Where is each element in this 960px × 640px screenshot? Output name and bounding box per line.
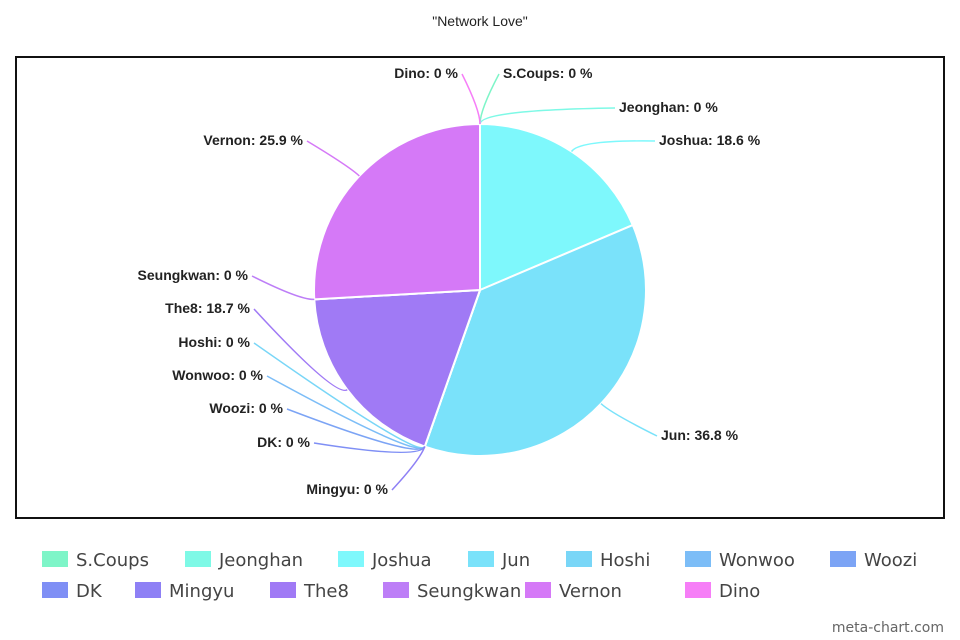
legend-label: Mingyu: [169, 581, 234, 602]
data-label: Jeonghan: 0 %: [619, 99, 718, 115]
chart-title: "Network Love": [432, 13, 528, 29]
legend-swatch: [830, 551, 856, 567]
legend-swatch: [42, 551, 68, 567]
legend-label: The8: [303, 581, 349, 602]
data-label: Joshua: 18.6 %: [659, 132, 761, 148]
leader-line: [286, 408, 426, 450]
legend-swatch: [685, 582, 711, 598]
legend-label: Woozi: [864, 550, 917, 571]
legend: S.Coups Jeonghan Joshua Jun Hoshi Wonwoo Woozi…: [42, 550, 917, 602]
legend-label: Wonwoo: [719, 550, 795, 571]
data-label: Woozi: 0 %: [209, 400, 283, 416]
data-label: Hoshi: 0 %: [178, 334, 250, 350]
legend-label: S.Coups: [76, 550, 149, 571]
pie-slice: [313, 288, 482, 448]
leader-line: [570, 140, 656, 153]
legend-label: Hoshi: [600, 550, 650, 571]
legend-label: Joshua: [371, 550, 432, 571]
leader-line: [391, 446, 426, 491]
data-label: Mingyu: 0 %: [306, 481, 388, 497]
legend-label: Vernon: [559, 581, 622, 602]
legend-swatch: [338, 551, 364, 567]
data-label: Wonwoo: 0 %: [172, 367, 263, 383]
legend-label: DK: [76, 581, 103, 602]
leader-line: [266, 375, 426, 450]
data-label: Dino: 0 %: [394, 65, 458, 81]
data-label: Vernon: 25.9 %: [203, 132, 303, 148]
data-label: Jun: 36.8 %: [661, 427, 739, 443]
legend-swatch: [383, 582, 409, 598]
legend-swatch: [135, 582, 161, 598]
leader-line: [306, 140, 360, 177]
data-label: The8: 18.7 %: [165, 300, 250, 316]
legend-label: Seungkwan: [417, 581, 521, 602]
pie-slice: [423, 223, 647, 457]
leader-line: [251, 275, 315, 301]
pie: [313, 122, 647, 457]
legend-label: Jun: [501, 550, 530, 571]
data-label: DK: 0 %: [257, 434, 310, 450]
leader-line: [313, 442, 426, 454]
watermark: meta-chart.com: [832, 620, 944, 636]
data-labels: S.Coups: 0 % Jeonghan: 0 % Joshua: 18.6 % J…: [138, 65, 761, 497]
legend-swatch: [185, 551, 211, 567]
legend-swatch: [270, 582, 296, 598]
leader-line: [479, 107, 616, 125]
leader-line: [600, 403, 658, 437]
data-label: S.Coups: 0 %: [503, 65, 593, 81]
legend-swatch: [566, 551, 592, 567]
leader-line: [253, 308, 348, 392]
legend-swatch: [685, 551, 711, 567]
legend-label: Dino: [719, 581, 760, 602]
leader-line: [461, 73, 481, 125]
legend-swatch: [525, 582, 551, 598]
legend-swatch: [42, 582, 68, 598]
legend-swatch: [468, 551, 494, 567]
legend-label: Jeonghan: [218, 550, 303, 571]
pie-slice: [479, 122, 635, 292]
data-label: Seungkwan: 0 %: [138, 267, 249, 283]
